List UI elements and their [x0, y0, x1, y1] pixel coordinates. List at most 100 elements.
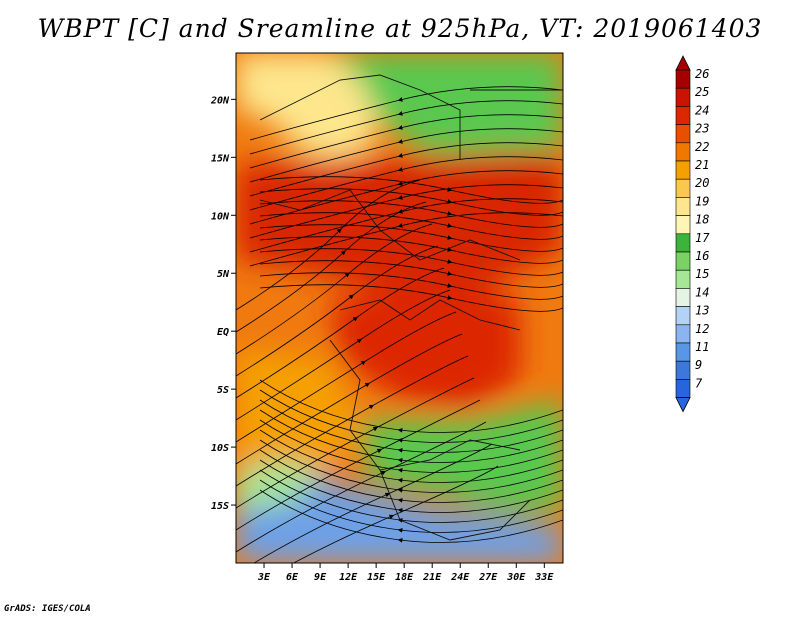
colorbar-label: 12 — [695, 322, 709, 336]
footer-credit: GrADS: IGES/COLA — [4, 604, 91, 614]
country-borders — [259, 74, 563, 541]
sahel-hot-band — [236, 150, 563, 290]
longitude-axis: 3E 6E 9E 12E 15E 18E 21E 24E 27E 30E 33E — [257, 563, 554, 583]
colorbar-label: 22 — [695, 140, 709, 154]
streamline-31 — [259, 260, 563, 288]
lon-tick-label: 15E — [367, 572, 386, 583]
lat-tick-label: 15N — [211, 153, 230, 164]
colorbar-swatch-2 — [675, 106, 691, 125]
streamline-2 — [236, 223, 433, 355]
streamline-13 — [292, 465, 499, 563]
colorbar-label: 7 — [695, 376, 703, 390]
streamline-17 — [249, 128, 563, 183]
colorbar-label: 17 — [695, 231, 710, 245]
lat-tick-label: 5S — [217, 385, 229, 396]
colorbar-label: 13 — [695, 304, 709, 318]
lon-tick-label: 27E — [478, 572, 498, 583]
colorbar-swatch-4 — [675, 142, 691, 162]
streamline-7 — [236, 333, 463, 465]
streamline-26 — [259, 200, 563, 228]
colorbar-swatch-6 — [675, 178, 691, 198]
streamline-29 — [259, 236, 563, 264]
streamline-36 — [259, 399, 563, 453]
streamline-0 — [236, 179, 421, 311]
atlantic-warm-field — [236, 350, 360, 480]
streamline-32 — [259, 272, 563, 300]
streamline-37 — [259, 409, 563, 463]
lon-tick-label: 3E — [257, 572, 271, 583]
latitude-axis: 20N 15N 10N 5N EQ 5S 10S 15S — [210, 95, 236, 512]
colorbar-swatch-15 — [675, 342, 691, 362]
streamline-8 — [236, 355, 469, 487]
colorbar-label: 14 — [695, 285, 709, 299]
lon-tick-label: 6E — [286, 572, 299, 583]
colorbar: 26 25 24 23 22 21 20 19 18 17 16 15 14 13 12 11 9 7 — [675, 55, 710, 413]
streamline-38 — [259, 419, 563, 473]
map-title: WBPT [C] and Sreamline at 925hPa, VT: 20… — [37, 14, 763, 43]
streamline-34 — [259, 379, 563, 433]
lon-tick-label: 9E — [314, 572, 327, 583]
colorbar-swatch-12 — [675, 288, 691, 307]
colorbar-swatch-16 — [675, 360, 691, 380]
lon-tick-label: 33E — [534, 572, 554, 583]
streamline-30 — [259, 248, 563, 276]
colorbar-swatch-8 — [675, 215, 691, 235]
colorbar-swatch-10 — [675, 251, 691, 271]
colorbar-label: 20 — [695, 176, 709, 190]
colorbar-swatch-14 — [675, 324, 691, 344]
colorbar-label: 21 — [695, 158, 709, 172]
streamline-16 — [249, 114, 563, 169]
colorbar-label: 26 — [695, 67, 709, 81]
streamline-9 — [236, 377, 475, 509]
lon-tick-label: 30E — [506, 572, 526, 583]
colorbar-top-triangle — [675, 55, 691, 71]
border-sahel — [259, 189, 521, 261]
lat-tick-label: 20N — [210, 95, 230, 106]
streamline-45 — [259, 489, 563, 543]
north-green-field — [330, 53, 563, 160]
streamline-6 — [236, 311, 457, 443]
streamline-22 — [249, 198, 563, 253]
border-north — [259, 74, 461, 160]
streamline-33 — [259, 284, 563, 312]
colorbar-swatch-5 — [675, 160, 691, 180]
lat-tick-label: 10S — [211, 443, 229, 454]
colorbar-label: 11 — [695, 340, 709, 354]
streamline-15 — [249, 100, 563, 155]
streamline-39 — [259, 429, 563, 483]
streamline-44 — [259, 479, 563, 533]
congo-hot-field — [330, 280, 520, 410]
streamline-18 — [249, 142, 563, 197]
border-central — [339, 299, 521, 331]
colorbar-label: 9 — [695, 358, 702, 372]
lon-tick-label: 18E — [395, 572, 414, 583]
lon-tick-label: 12E — [339, 572, 358, 583]
colorbar-swatch-9 — [675, 233, 691, 253]
streamline-28 — [259, 224, 563, 252]
streamline-23 — [249, 212, 563, 267]
map-frame — [235, 52, 564, 564]
colorbar-swatch-7 — [675, 197, 691, 216]
streamline-14 — [249, 86, 563, 141]
streamline-10 — [236, 399, 481, 531]
streamline-25 — [259, 188, 563, 216]
colorbar-swatch-0 — [675, 69, 691, 89]
colorbar-label: 23 — [695, 122, 709, 136]
border-south — [379, 469, 531, 541]
streamline-20 — [249, 170, 563, 225]
lat-tick-label: 15S — [211, 501, 229, 512]
streamline-4 — [236, 267, 445, 399]
colorbar-label: 15 — [695, 267, 709, 281]
south-green-field — [360, 400, 563, 510]
colorbar-swatch-11 — [675, 269, 691, 289]
south-lightgreen-field — [236, 460, 320, 510]
colorbar-label: 25 — [695, 85, 709, 99]
streamline-35 — [259, 389, 563, 443]
colorbar-swatch-13 — [675, 306, 691, 326]
streamlines — [236, 86, 563, 563]
streamline-24 — [259, 176, 563, 204]
colorbar-label: 18 — [695, 213, 709, 227]
lat-tick-label: 5N — [217, 269, 230, 280]
